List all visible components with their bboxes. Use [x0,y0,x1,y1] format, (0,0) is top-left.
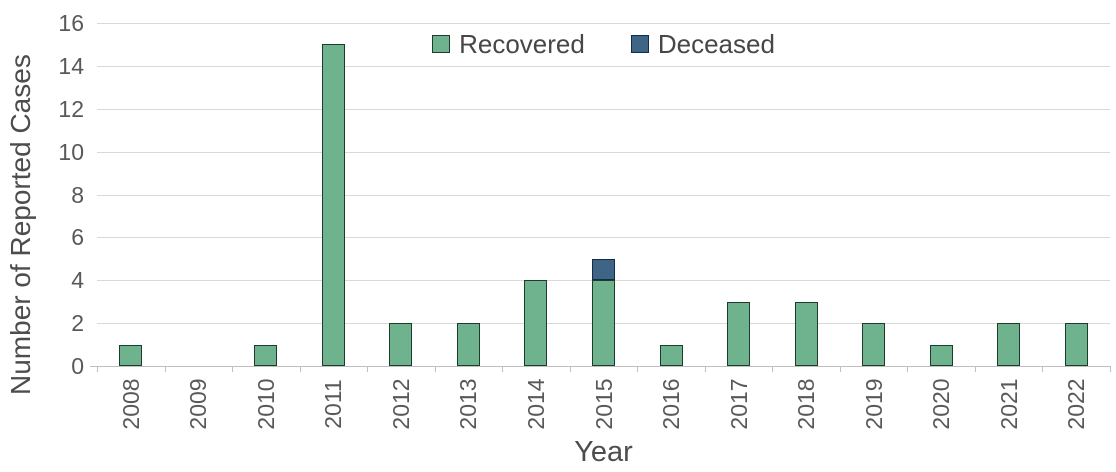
gridline-6 [97,237,1110,239]
bar-recovered-2011 [321,44,345,366]
x-axis-tick [97,366,98,372]
x-axis-tick [704,366,706,372]
y-tick-label-12: 12 [58,95,84,122]
x-tick-label-2010: 2010 [252,378,279,430]
x-axis-tick [637,366,639,372]
gridline-8 [97,194,1110,196]
legend: Recovered Deceased [97,28,1110,60]
x-axis-tick [1042,366,1044,372]
x-tick-label-2013: 2013 [455,378,482,430]
y-tick-label-4: 4 [71,267,84,294]
x-tick-label-2014: 2014 [522,378,549,430]
bar-recovered-2015 [592,280,615,366]
y-tick-label-10: 10 [58,138,84,165]
y-tick-label-0: 0 [71,353,84,379]
x-tick-label-2021: 2021 [995,378,1022,430]
x-axis-tick [974,366,976,372]
y-tick-label-16: 16 [58,10,84,36]
x-axis-tick [299,366,301,372]
x-axis-tick [1110,366,1111,372]
legend-swatch-deceased [630,35,649,53]
bar-recovered-2014 [524,280,548,366]
x-axis-title: Year [574,436,633,468]
x-axis-tick [502,366,504,372]
bar-recovered-2012 [389,323,413,366]
x-tick-label-2011: 2011 [320,379,347,429]
bar-recovered-2016 [659,344,683,366]
bar-recovered-2020 [929,344,953,366]
bar-recovered-2022 [1064,323,1088,366]
x-axis-tick [232,366,234,372]
x-axis-line [90,366,1110,367]
bar-recovered-2018 [794,301,818,366]
y-tick-label-6: 6 [71,224,84,251]
legend-item-deceased: Deceased [630,29,775,59]
gridline-16 [97,23,1110,24]
legend-label-deceased: Deceased [657,29,775,59]
x-axis-tick [907,366,909,372]
x-tick-label-2018: 2018 [793,378,820,430]
bar-recovered-2017 [727,301,751,366]
gridline-12 [97,108,1110,110]
x-tick-label-2012: 2012 [387,378,414,430]
x-axis-tick [569,366,571,372]
x-axis-tick [367,366,369,372]
bar-recovered-2021 [997,323,1021,366]
x-axis-tick [839,366,841,372]
x-axis-tick [434,366,436,372]
x-tick-label-2009: 2009 [185,378,212,430]
x-tick-label-2022: 2022 [1063,378,1090,430]
gridline-14 [97,65,1110,67]
bar-deceased-2015 [592,258,615,281]
x-axis-tick [772,366,774,372]
x-tick-label-2020: 2020 [928,378,955,430]
bar-recovered-2013 [456,323,480,366]
x-axis-tick [164,366,166,372]
legend-item-recovered: Recovered [432,29,585,59]
y-tick-label-8: 8 [71,181,84,208]
x-tick-label-2017: 2017 [725,378,752,430]
x-tick-label-2008: 2008 [117,378,144,430]
x-tick-label-2016: 2016 [658,378,685,430]
x-tick-label-2019: 2019 [860,378,887,430]
bar-recovered-2019 [862,323,886,366]
gridline-10 [97,151,1110,153]
bar-recovered-2008 [119,344,143,366]
legend-swatch-recovered [432,35,451,53]
legend-label-recovered: Recovered [459,29,585,59]
y-tick-label-14: 14 [58,52,84,79]
y-tick-label-2: 2 [71,310,84,337]
bar-recovered-2010 [254,344,278,366]
x-tick-label-2015: 2015 [590,378,617,430]
